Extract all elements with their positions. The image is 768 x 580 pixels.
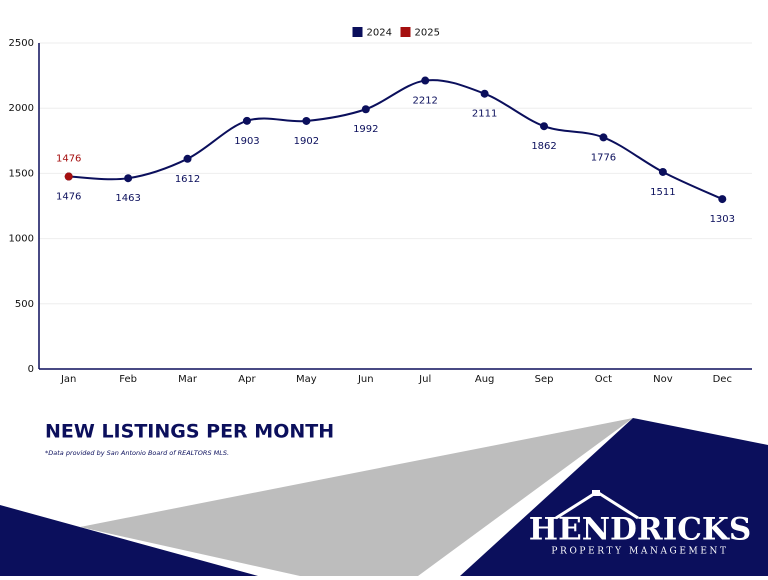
data-label: 1902 xyxy=(294,136,319,147)
point xyxy=(361,105,370,114)
point xyxy=(540,122,549,131)
logo-name: HENDRICKS xyxy=(529,512,751,548)
x-tick-label: Nov xyxy=(653,374,673,385)
x-tick-label: Apr xyxy=(238,374,256,385)
chart-title: NEW LISTINGS PER MONTH xyxy=(45,421,334,443)
data-label: 2111 xyxy=(472,109,497,120)
data-label: 1992 xyxy=(353,124,378,135)
point xyxy=(183,154,192,163)
x-tick-label: Jul xyxy=(418,374,431,385)
x-tick-label: Jan xyxy=(60,374,76,385)
x-tick-label: Oct xyxy=(595,374,612,385)
point xyxy=(421,76,430,85)
footnote: *Data provided by San Antonio Board of R… xyxy=(45,449,229,457)
point xyxy=(242,116,251,125)
y-tick-label: 500 xyxy=(15,299,34,310)
y-tick-label: 0 xyxy=(28,364,34,375)
x-tick-label: Aug xyxy=(475,374,495,385)
y-tick-label: 2000 xyxy=(9,103,34,114)
y-tick-label: 1000 xyxy=(9,234,34,245)
data-label: 1776 xyxy=(591,152,616,163)
data-label: 1463 xyxy=(115,193,140,204)
x-tick-label: Jun xyxy=(357,374,374,385)
data-label: 1303 xyxy=(710,214,735,225)
point xyxy=(599,133,608,142)
y-tick-label: 1500 xyxy=(9,168,34,179)
data-label: 1612 xyxy=(175,174,200,185)
decor-gray xyxy=(80,418,633,576)
legend-swatch xyxy=(352,27,363,37)
point xyxy=(658,167,667,176)
legend-label: 2024 xyxy=(367,28,392,39)
data-label: 1476 xyxy=(56,192,81,203)
decor-right xyxy=(460,418,768,576)
x-tick-label: Dec xyxy=(713,374,732,385)
decor-left xyxy=(0,505,258,576)
line xyxy=(68,79,723,200)
x-tick-label: May xyxy=(296,374,317,385)
point xyxy=(302,116,311,125)
x-tick-label: Mar xyxy=(178,374,198,385)
legend-label: 2025 xyxy=(415,28,440,39)
point xyxy=(718,195,727,204)
point xyxy=(480,89,489,98)
data-label: 1476 xyxy=(56,154,81,165)
data-label: 1903 xyxy=(234,136,259,147)
point xyxy=(124,174,133,183)
data-label: 1511 xyxy=(650,187,675,198)
data-label: 2212 xyxy=(412,96,437,107)
point xyxy=(64,172,73,181)
data-label: 1862 xyxy=(531,141,556,152)
legend-swatch xyxy=(400,27,411,37)
x-tick-label: Feb xyxy=(119,374,137,385)
y-tick-label: 2500 xyxy=(9,38,34,49)
x-tick-label: Sep xyxy=(535,374,554,385)
logo-chimney xyxy=(592,490,600,496)
logo-tagline: PROPERTY MANAGEMENT xyxy=(551,547,728,557)
logo: HENDRICKS PROPERTY MANAGEMENT xyxy=(529,490,751,557)
